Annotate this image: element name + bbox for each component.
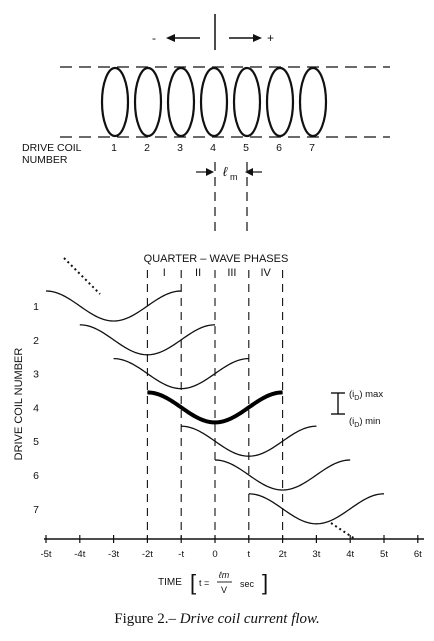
current-range-legend: (iD) max (iD) min [331, 389, 383, 429]
phase-boundary-lines [146, 270, 284, 539]
x-label-left-bracket: [ [190, 570, 196, 595]
wave-coil-3 [113, 357, 249, 390]
coil-number-2: 2 [144, 142, 150, 154]
coil-number-7: 7 [309, 142, 315, 154]
coil-waves [45, 290, 385, 525]
drive-coil-label-line1: DRIVE COIL [22, 142, 82, 154]
x-tick--3t: -3t [108, 549, 119, 560]
x-tick-3t: 3t [312, 549, 320, 560]
caption-prefix: Figure 2.– [114, 611, 176, 627]
x-label-numerator: ℓm [218, 570, 230, 580]
x-label-denominator: V [221, 585, 227, 595]
x-tick-2t: 2t [279, 549, 287, 560]
x-tick-4t: 4t [346, 549, 354, 560]
coil-2 [133, 66, 163, 138]
coil-number-6: 6 [276, 142, 282, 154]
y-tick-5: 5 [33, 436, 39, 448]
left-arrow [166, 34, 200, 42]
x-tick--4t: -4t [74, 549, 85, 560]
y-tick-3: 3 [33, 369, 39, 381]
right-arrow [229, 34, 262, 42]
caption-title: Drive coil current flow. [179, 611, 320, 627]
y-tick-4: 4 [33, 402, 39, 414]
waveform-chart: QUARTER – WAVE PHASES I II III IV DRIVE COI… [13, 253, 424, 595]
wave-coil-5 [181, 425, 317, 457]
legend-max: (iD) max [349, 389, 383, 402]
wave-coil-2 [79, 324, 216, 356]
coil-number-1: 1 [111, 142, 117, 154]
y-tick-2: 2 [33, 335, 39, 347]
y-tick-6: 6 [33, 470, 39, 482]
coil-number-5: 5 [243, 142, 249, 154]
lm-subscript: m [230, 172, 238, 182]
x-tick--t: -t [178, 549, 184, 560]
coil-number-3: 3 [177, 142, 183, 154]
coil-4 [199, 66, 229, 138]
wave-coil-6 [214, 459, 351, 491]
lm-dimension: ℓ m [196, 164, 262, 182]
wave-coil-7 [248, 493, 385, 525]
coil-diagram: - + DRIVE COIL NUMBER 1 2 3 4 5 6 7 ℓ m [22, 14, 390, 236]
x-tick-t: t [247, 549, 250, 560]
x-tick--2t: -2t [142, 549, 153, 560]
y-tick-labels: 1 2 3 4 5 6 7 [33, 301, 39, 516]
x-tick-6t: 6t [414, 549, 422, 560]
x-label-t-equals: t = [199, 578, 209, 588]
x-tick-labels: -5t -4t -3t -2t -t 0 t 2t 3t 4t 5t 6t [40, 535, 422, 560]
wave-coil-1 [45, 290, 182, 322]
chart-header: QUARTER – WAVE PHASES [144, 253, 289, 265]
x-label-unit: sec [240, 579, 255, 589]
lm-symbol: ℓ [223, 164, 228, 179]
coil-number-4: 4 [210, 142, 216, 154]
coil-5 [232, 66, 262, 138]
drive-coil-label-line2: NUMBER [22, 154, 68, 166]
phase-label-2: II [195, 267, 201, 279]
phase-label-4: IV [260, 267, 271, 279]
coil-6 [265, 66, 295, 138]
dotted-trail-top [63, 257, 101, 295]
y-tick-7: 7 [33, 504, 39, 516]
coil-3 [166, 66, 196, 138]
x-tick-5t: 5t [380, 549, 388, 560]
y-axis-label: DRIVE COIL NUMBER [13, 348, 25, 461]
x-label-right-bracket: ] [262, 570, 268, 595]
x-tick--5t: -5t [40, 549, 51, 560]
phase-label-1: I [163, 267, 166, 279]
x-axis-label: TIME [ t = ℓm V sec ] [158, 570, 268, 595]
plus-sign: + [267, 31, 274, 45]
figure-caption: Figure 2.– Drive coil current flow. [0, 611, 434, 628]
minus-sign: - [152, 31, 156, 45]
legend-min: (iD) min [349, 416, 380, 429]
phase-labels: I II III IV [163, 267, 272, 279]
y-tick-1: 1 [33, 301, 39, 313]
x-tick-0: 0 [212, 549, 217, 560]
wave-coil-4-active [147, 390, 283, 425]
x-label-time: TIME [158, 577, 182, 588]
dotted-trail-bottom [330, 522, 356, 540]
phase-label-3: III [227, 267, 236, 279]
coil-7 [298, 66, 328, 138]
coil-ellipses [100, 66, 328, 138]
coil-1 [100, 66, 130, 138]
coil-numbers: 1 2 3 4 5 6 7 [111, 142, 315, 154]
